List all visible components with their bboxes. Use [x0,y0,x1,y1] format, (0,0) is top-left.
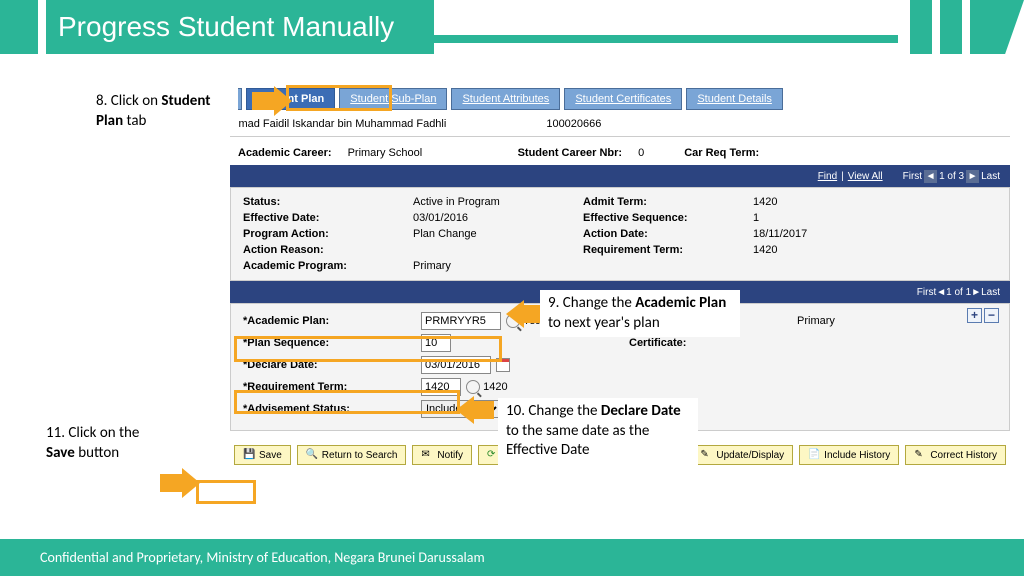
title-stripe-mid [434,35,898,43]
calendar-icon[interactable] [496,358,510,372]
effseq-value: 1 [753,212,913,224]
page-range: 1 of 3 [939,171,964,182]
add-row-icon[interactable]: + [967,308,982,323]
effdate-value: 03/01/2016 [413,212,573,224]
include-button[interactable]: 📄Include History [799,445,899,465]
advstatus-label: *Advisement Status: [243,403,413,415]
save-icon: 💾 [243,449,255,461]
progaction-label: Program Action: [243,228,403,240]
decldate-input[interactable] [421,356,491,374]
reqterm2-label: *Requirement Term: [243,381,413,393]
student-info-row: imad Faidil Iskandar bin Muhammad Fadhli… [230,116,1010,132]
find-link[interactable]: Find [818,171,837,182]
page-title: Progress Student Manually [46,0,434,54]
status-label: Status: [243,196,403,208]
acadplan-input[interactable] [421,312,501,330]
actiondate-label: Action Date: [583,228,743,240]
planseq-input[interactable] [421,334,451,352]
admit-value: 1420 [753,196,913,208]
first2-label: First [917,287,936,298]
page-range2: 1 of 1 [946,287,971,298]
arrow-icon-8 [252,86,292,116]
acadprog-value: Primary [413,260,573,272]
annotation-11: 11. Click on the Save button [38,420,168,467]
remove-row-icon[interactable]: − [984,308,999,323]
update-button[interactable]: ✎Update/Display [691,445,793,465]
prev-icon[interactable]: ◄ [924,170,937,183]
reqterm-value: 1420 [753,244,913,256]
reason-label: Action Reason: [243,244,403,256]
reqterm-desc: 1420 [483,381,507,393]
first-label: First [903,171,922,182]
lookup-icon-2[interactable] [466,380,480,394]
nav-bar-1: Find | View All First ◄ 1 of 3 ► Last [230,165,1010,187]
career-nbr-value: 0 [638,147,644,159]
highlight-save [196,480,256,504]
arrow-icon-10 [456,396,494,424]
search-icon: 🔍 [306,449,318,461]
progaction-value: Plan Change [413,228,573,240]
acadprog-label: Academic Program: [243,260,403,272]
history-icon: 📄 [808,449,820,461]
notify-icon: ✉ [421,449,433,461]
tab-student-attributes[interactable]: Student Attributes [451,88,560,110]
decldate-label: *Declare Date: [243,359,413,371]
actiondate-value: 18/11/2017 [753,228,913,240]
title-decor [910,0,1024,54]
reqterm-input[interactable] [421,378,461,396]
arrow-icon-11 [160,468,200,498]
planseq-label: *Plan Sequence: [243,337,413,349]
career-value: Primary School [348,147,478,159]
status-value: Active in Program [413,196,573,208]
cert-label: Certificate: [629,337,789,349]
footer: Confidential and Proprietary, Ministry o… [0,539,1024,576]
tab-bar: Student Plan Student Sub-Plan Student At… [230,88,1010,110]
viewall-link[interactable]: View All [848,171,883,182]
car-req-label: Car Req Term: [684,147,759,159]
effdate-label: Effective Date: [243,212,403,224]
correct-button[interactable]: ✎Correct History [905,445,1006,465]
student-id: 100020666 [546,118,601,130]
title-stripe-left [0,0,38,54]
notify-button[interactable]: ✉Notify [412,445,472,465]
effseq-label: Effective Sequence: [583,212,743,224]
acadplan-label: *Academic Plan: [243,315,413,327]
arrow-icon-9 [506,300,544,328]
program-panel: Status: Active in Program Admit Term: 14… [230,187,1010,281]
annotation-10: 10. Change the Declare Date to the same … [498,398,698,465]
student-name: imad Faidil Iskandar bin Muhammad Fadhli [236,118,446,130]
last-label: Last [981,171,1000,182]
update-icon: ✎ [700,449,712,461]
career-header: Academic Career: Primary School Student … [230,141,1010,165]
annotation-9: 9. Change the Academic Plan to next year… [540,290,740,337]
last2-label: Last [981,287,1000,298]
prev2-icon[interactable]: ◄ [936,287,946,298]
tab-student-details[interactable]: Student Details [686,88,783,110]
correct-icon: ✎ [914,449,926,461]
save-button[interactable]: 💾Save [234,445,291,465]
next2-icon[interactable]: ► [971,287,981,298]
tab-student-certificates[interactable]: Student Certificates [564,88,682,110]
career-label: Academic Career: [238,147,332,159]
reqterm-label: Requirement Term: [583,244,743,256]
annotation-8: 8. Click on Student Plan tab [88,88,238,135]
admit-label: Admit Term: [583,196,743,208]
next-icon[interactable]: ► [966,170,979,183]
career-nbr-label: Student Career Nbr: [518,147,623,159]
return-button[interactable]: 🔍Return to Search [297,445,407,465]
title-bar: Progress Student Manually [0,0,1024,54]
tab-student-sub-plan[interactable]: Student Sub-Plan [339,88,447,110]
